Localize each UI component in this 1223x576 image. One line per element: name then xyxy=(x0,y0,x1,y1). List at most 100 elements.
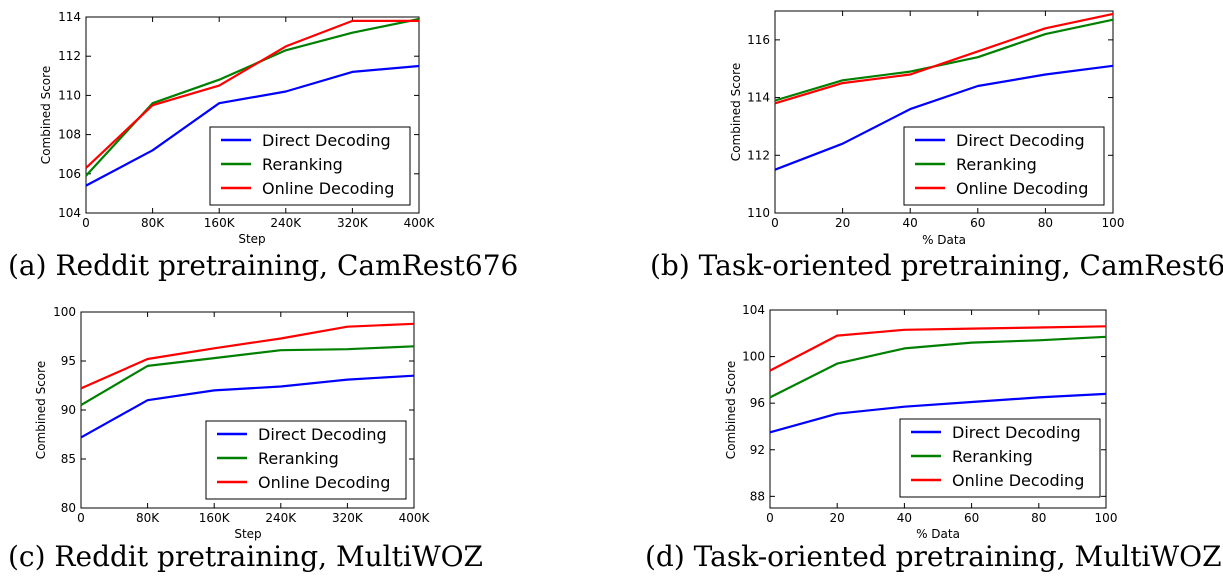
series-line-online-decoding xyxy=(85,19,419,169)
y-tick-label: 110 xyxy=(747,206,770,220)
x-tick-label: 240K xyxy=(270,216,302,230)
x-tick-label: 60 xyxy=(964,511,979,525)
legend-label-reranking: Reranking xyxy=(956,155,1037,174)
panel-b: 0 20 40 60 80 100 110 112 114 116 % Data Combine… xyxy=(650,10,1223,282)
y-tick-label: 114 xyxy=(747,91,770,105)
legend: Direct Decoding Reranking Online Decodin… xyxy=(209,126,411,206)
panel-caption: (c) Reddit pretraining, MultiWOZ xyxy=(8,540,483,573)
x-tick-label: 320K xyxy=(337,216,369,230)
y-ticks: 80 85 90 95 100 xyxy=(53,305,414,515)
x-axis-label: Step xyxy=(234,527,261,541)
y-tick-label: 104 xyxy=(58,206,81,220)
x-tick-label: 0 xyxy=(771,216,779,230)
x-tick-label: 160K xyxy=(199,511,231,525)
y-tick-label: 88 xyxy=(750,489,765,503)
x-tick-label: 80K xyxy=(141,216,165,230)
y-tick-label: 116 xyxy=(747,33,770,47)
y-tick-label: 80 xyxy=(61,501,76,515)
series-line-reranking xyxy=(774,18,1114,102)
x-tick-label: 60 xyxy=(970,216,985,230)
x-axis-label: % Data xyxy=(916,527,960,541)
y-ticks: 110 112 114 116 xyxy=(747,33,1113,220)
legend-label-online: Online Decoding xyxy=(956,179,1088,198)
series-lines xyxy=(80,322,415,439)
x-ticks: 0 80K 160K 240K 320K 400K xyxy=(82,17,436,230)
x-tick-label: 0 xyxy=(77,511,85,525)
x-tick-label: 0 xyxy=(766,511,774,525)
legend-label-reranking: Reranking xyxy=(258,449,339,468)
plot-frame xyxy=(769,309,1107,509)
y-tick-label: 106 xyxy=(58,167,81,181)
panel-caption: (a) Reddit pretraining, CamRest676 xyxy=(8,249,518,282)
y-tick-label: 100 xyxy=(742,350,765,364)
x-tick-label: 20 xyxy=(830,511,845,525)
y-tick-label: 85 xyxy=(61,452,76,466)
legend-label-reranking: Reranking xyxy=(952,447,1033,466)
legend-label-online: Online Decoding xyxy=(952,471,1084,490)
legend: Direct Decoding Reranking Online Decodin… xyxy=(205,420,407,500)
y-axis-label: Combined Score xyxy=(34,361,48,459)
x-ticks: 0 80K 160K 240K 320K 400K xyxy=(77,312,431,525)
series-line-direct-decoding xyxy=(80,374,415,439)
x-ticks: 0 20 40 60 80 100 xyxy=(771,11,1124,230)
y-tick-label: 112 xyxy=(747,148,770,162)
series-line-direct-decoding xyxy=(774,64,1114,171)
x-tick-label: 320K xyxy=(332,511,364,525)
y-tick-label: 114 xyxy=(58,10,81,24)
plot-frame xyxy=(774,10,1114,214)
series-line-online-decoding xyxy=(774,12,1114,105)
x-tick-label: 20 xyxy=(835,216,850,230)
x-tick-label: 40 xyxy=(897,511,912,525)
x-axis-label: Step xyxy=(238,232,265,246)
y-tick-label: 108 xyxy=(58,128,81,142)
series-line-reranking xyxy=(769,335,1107,399)
plot-frame xyxy=(85,16,420,214)
x-tick-label: 80K xyxy=(136,511,160,525)
x-tick-label: 80 xyxy=(1038,216,1053,230)
y-tick-label: 95 xyxy=(61,354,76,368)
panel-d: 0 20 40 60 80 100 88 92 96 100 104 % Data Combine… xyxy=(645,303,1222,573)
series-lines xyxy=(774,12,1114,171)
x-tick-label: 160K xyxy=(204,216,236,230)
x-tick-label: 40 xyxy=(903,216,918,230)
y-axis-label: Combined Score xyxy=(729,63,743,161)
legend: Direct Decoding Reranking Online Decodin… xyxy=(899,418,1101,498)
x-tick-label: 100 xyxy=(1095,511,1118,525)
panel-caption: (d) Task-oriented pretraining, MultiWOZ xyxy=(645,540,1222,573)
series-lines xyxy=(85,17,420,187)
y-tick-label: 92 xyxy=(750,443,765,457)
x-tick-label: 100 xyxy=(1102,216,1125,230)
x-ticks: 0 20 40 60 80 100 xyxy=(766,310,1117,525)
x-tick-label: 400K xyxy=(404,216,436,230)
series-line-online-decoding xyxy=(769,325,1107,372)
x-tick-label: 0 xyxy=(82,216,90,230)
x-tick-label: 400K xyxy=(399,511,431,525)
y-tick-label: 110 xyxy=(58,88,81,102)
panel-c: 0 80K 160K 240K 320K 400K 80 85 90 95 100 Step Co… xyxy=(8,305,483,573)
legend-label-direct: Direct Decoding xyxy=(952,423,1081,442)
y-tick-label: 90 xyxy=(61,403,76,417)
panel-a: 0 80K 160K 240K 320K 400K 104106108110112114 … xyxy=(8,10,518,282)
series-line-direct-decoding xyxy=(769,392,1107,434)
legend-label-online: Online Decoding xyxy=(262,179,394,198)
y-tick-label: 112 xyxy=(58,49,81,63)
panel-caption: (b) Task-oriented pretraining, CamRest67… xyxy=(650,249,1223,282)
legend-label-direct: Direct Decoding xyxy=(956,131,1085,150)
y-axis-label: Combined Score xyxy=(724,361,738,459)
legend: Direct Decoding Reranking Online Decodin… xyxy=(903,126,1105,206)
legend-label-reranking: Reranking xyxy=(262,155,343,174)
y-tick-label: 104 xyxy=(742,303,765,317)
series-lines xyxy=(769,325,1107,434)
legend-label-direct: Direct Decoding xyxy=(258,425,387,444)
y-tick-label: 100 xyxy=(53,305,76,319)
y-ticks: 88 92 96 100 104 xyxy=(742,303,1106,503)
legend-label-direct: Direct Decoding xyxy=(262,131,391,150)
y-axis-label: Combined Score xyxy=(39,66,53,164)
y-ticks: 104 106 108 110 112 114 xyxy=(58,10,419,220)
series-line-online-decoding xyxy=(80,322,415,390)
series-line-reranking xyxy=(80,345,415,407)
x-axis-label: % Data xyxy=(922,233,966,247)
x-tick-label: 80 xyxy=(1031,511,1046,525)
x-tick-label: 240K xyxy=(265,511,297,525)
